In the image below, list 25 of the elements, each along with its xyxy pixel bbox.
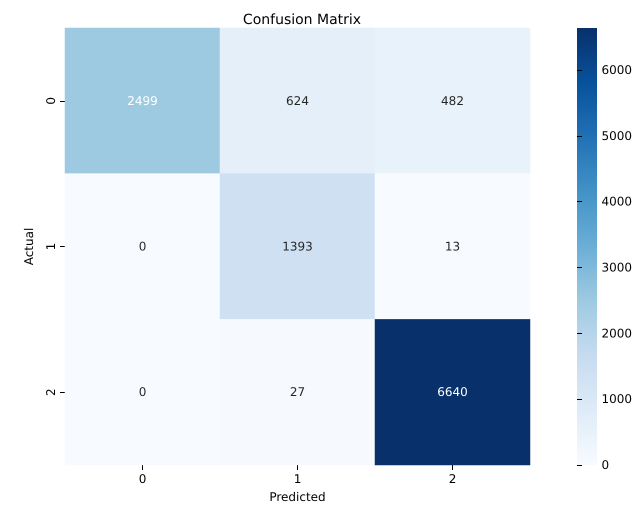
color-bar-label: 6000 (601, 63, 632, 78)
x-tick-label: 2 (448, 472, 456, 486)
data-label: 13 (444, 240, 460, 254)
y-axis-title: Actual (22, 228, 36, 266)
color-bar-label: 5000 (601, 128, 632, 143)
data-label: 0 (138, 385, 146, 400)
chart-title: Confusion Matrix (242, 12, 362, 28)
data-label: 624 (286, 94, 309, 108)
data-label: 6640 (437, 385, 468, 400)
color-bar-label: 4000 (601, 194, 632, 209)
color-bar-label: 0 (601, 458, 610, 472)
color-bar-label: 3000 (601, 260, 632, 275)
color-bar-label: 1000 (601, 392, 632, 406)
color-bar-label: 2000 (601, 326, 632, 340)
y-tick-label: 0 (44, 97, 58, 105)
x-tick-label: 0 (138, 472, 146, 486)
data-label: 27 (290, 385, 306, 400)
data-label: 482 (441, 94, 464, 108)
data-label: 1393 (282, 240, 313, 254)
y-tick-label: 1 (44, 242, 58, 250)
data-label: 2499 (127, 94, 158, 108)
y-tick-label: 2 (44, 388, 58, 396)
x-axis-title: Predicted (269, 490, 326, 504)
data-label: 0 (138, 240, 146, 254)
x-tick-label: 1 (294, 472, 302, 486)
